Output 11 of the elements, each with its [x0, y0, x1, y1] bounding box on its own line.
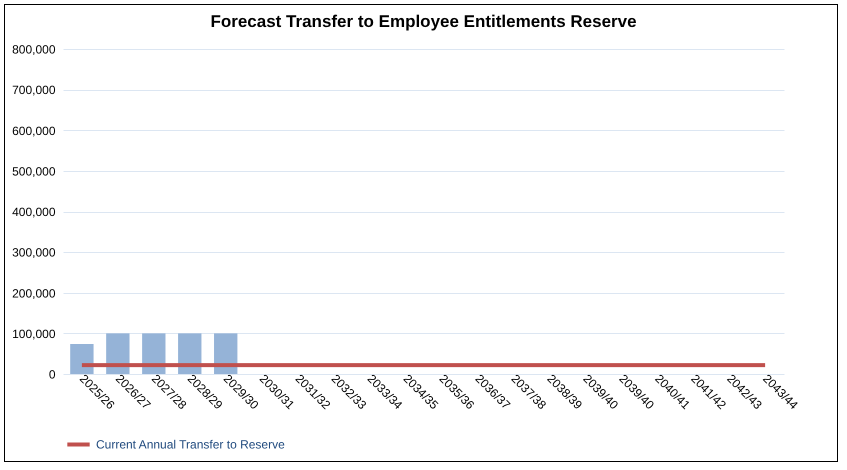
legend-label: Current Annual Transfer to Reserve: [96, 438, 286, 452]
y-tick-label: 500,000: [12, 164, 56, 178]
y-tick-label: 400,000: [12, 205, 56, 219]
y-tick-label: 300,000: [12, 246, 56, 260]
y-tick-label: 200,000: [12, 286, 56, 300]
y-tick-label: 600,000: [12, 124, 56, 138]
y-tick-label: 100,000: [12, 326, 56, 341]
y-tick-label: 0: [48, 368, 56, 382]
y-tick-label: 700,000: [12, 83, 56, 98]
chart-title: Forecast Transfer to Employee Entitlements Reserve: [210, 12, 637, 31]
y-tick-label: 800,000: [12, 42, 56, 56]
